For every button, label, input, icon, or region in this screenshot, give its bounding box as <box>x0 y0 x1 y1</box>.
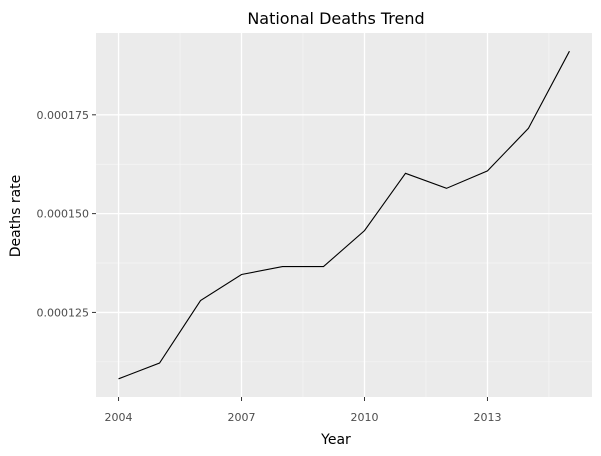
y-tick-label: 0.000175 <box>37 109 90 122</box>
x-axis-title: Year <box>320 432 351 448</box>
plot-panel <box>96 33 592 397</box>
x-axis-ticks: 2004 2007 2010 2013 <box>105 397 501 424</box>
y-tick-label: 0.000125 <box>37 306 90 319</box>
y-tick-label: 0.000150 <box>37 208 90 221</box>
x-tick-label: 2007 <box>228 411 256 424</box>
x-tick-label: 2013 <box>473 411 501 424</box>
series-line <box>118 50 570 380</box>
y-axis-title: Deaths rate <box>8 175 24 258</box>
x-tick-label: 2010 <box>350 411 378 424</box>
x-tick-label: 2004 <box>105 411 133 424</box>
y-axis-ticks: 0.000125 0.000150 0.000175 <box>37 109 96 319</box>
minor-grid <box>96 33 592 397</box>
chart-title: National Deaths Trend <box>247 9 424 28</box>
major-grid <box>96 33 592 397</box>
